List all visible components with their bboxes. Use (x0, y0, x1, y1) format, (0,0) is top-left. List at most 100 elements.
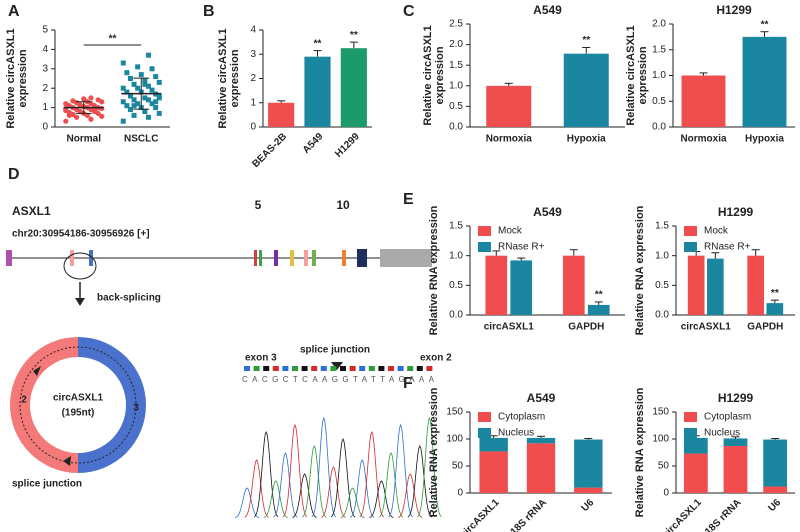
data-point (127, 93, 133, 99)
bar-segment (763, 439, 788, 487)
chromatogram-trace (378, 452, 404, 518)
bar-segment (723, 446, 748, 493)
chromatogram-trace (349, 459, 375, 518)
bar (485, 255, 508, 315)
data-point (88, 95, 94, 101)
y-tick-label: 3 (42, 63, 48, 74)
y-axis-label: expression (229, 49, 241, 107)
panel-label: E (403, 191, 414, 208)
y-axis-label: Relative circASXL1 (217, 28, 229, 128)
chromatogram-trace (292, 473, 317, 518)
x-tick-label: Hypoxia (745, 134, 784, 145)
data-point (153, 99, 159, 105)
y-tick-label: 0 (663, 488, 669, 499)
bar-segment (574, 487, 603, 493)
exon (342, 250, 346, 266)
bar-segment (526, 437, 556, 444)
bar-segment (683, 453, 708, 493)
gene-name: ASXL1 (12, 204, 51, 218)
legend-swatch (684, 242, 697, 252)
y-tick-label: 2.5 (449, 19, 463, 30)
data-point (127, 76, 133, 81)
data-point (66, 112, 72, 118)
chromatogram-trace (234, 487, 260, 519)
data-point (81, 96, 87, 102)
bar (563, 53, 609, 127)
x-tick-label: circASXL1 (458, 497, 501, 532)
data-point (63, 101, 69, 107)
x-tick-label: H1299 (333, 131, 362, 160)
bar (340, 48, 367, 127)
arrowhead (75, 298, 85, 306)
x-tick-label: U6 (766, 497, 783, 514)
panel-label: C (403, 3, 415, 20)
circ-name: circASXL1 (53, 393, 103, 404)
chromatogram-trace (398, 473, 423, 518)
x-tick-label: A549 (301, 131, 326, 156)
y-axis-label: Relative circASXL1 (422, 25, 434, 125)
base-square (397, 366, 404, 371)
y-axis-label: Relative RNA expression (428, 387, 440, 517)
data-point (124, 103, 130, 109)
base-square (426, 366, 433, 371)
y-tick-label: 1.0 (449, 80, 463, 91)
y-tick-label: 1 (42, 102, 48, 113)
y-tick-label: 1.5 (449, 221, 463, 232)
bar (587, 304, 610, 315)
chart-title: A549 (533, 205, 562, 219)
bar (486, 85, 532, 127)
base-square (330, 366, 337, 371)
y-tick-label: 1.0 (652, 70, 666, 81)
y-tick-label: 2.0 (652, 19, 666, 30)
x-tick-label: NSCLC (124, 134, 158, 145)
panel-label: B (203, 3, 215, 20)
chromatogram-trace (311, 416, 337, 518)
y-tick-label: 2 (42, 83, 48, 94)
x-tick-label: 18S rRNA (509, 497, 549, 532)
ring-arrow (63, 456, 71, 466)
y-axis-label: Relative RNA expression (634, 205, 646, 335)
y-tick-label: 0 (457, 488, 463, 499)
locus: chr20:30954186-30956926 [+] (12, 229, 150, 240)
legend-label: Cytoplasm (498, 412, 545, 423)
bar (687, 255, 705, 315)
significance: ** (582, 35, 590, 46)
chart-title: H1299 (718, 205, 754, 219)
chromatogram-trace (388, 423, 413, 518)
bar-segment (683, 437, 708, 454)
ring-blue (78, 337, 146, 473)
base-square (282, 366, 289, 371)
data-point (63, 118, 69, 124)
x-tick-label: GAPDH (568, 322, 604, 333)
data-point (145, 114, 151, 120)
y-tick-label: 0.5 (449, 280, 463, 291)
data-point (142, 77, 148, 83)
y-tick-label: 4 (250, 25, 256, 36)
data-point (131, 112, 137, 118)
exon (6, 250, 12, 266)
bar-segment (479, 451, 508, 493)
data-point (156, 93, 162, 99)
ring-arrow (33, 366, 41, 376)
x-tick-label: U6 (579, 497, 596, 514)
chromatogram-trace (407, 445, 433, 518)
data-point (135, 101, 141, 107)
data-point (149, 101, 155, 107)
exon (259, 250, 262, 266)
chart-title: A549 (527, 391, 556, 405)
data-point (153, 74, 159, 80)
data-point (120, 60, 126, 66)
selection-ellipse (63, 252, 97, 280)
bar (742, 36, 787, 127)
y-tick-label: 2 (250, 73, 256, 84)
data-point (149, 87, 155, 93)
bar (747, 255, 765, 315)
legend-label: Mock (498, 226, 523, 237)
data-point (63, 105, 69, 112)
chart-title: H1299 (718, 391, 754, 405)
y-tick-label: 100 (652, 434, 669, 445)
base-square (292, 366, 298, 371)
significance: ** (771, 288, 779, 299)
data-point (124, 70, 130, 76)
exon (304, 250, 308, 266)
